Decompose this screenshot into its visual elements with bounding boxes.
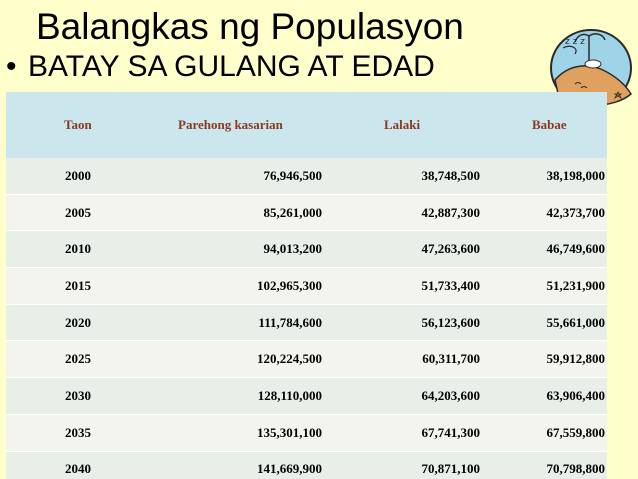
table-row: 2015 102,965,300 51,733,400 51,231,900: [6, 267, 607, 305]
cell-female: 46,749,600: [482, 230, 607, 269]
cell-year: 2020: [6, 304, 160, 342]
cell-male: 51,733,400: [324, 267, 482, 305]
cell-year: 2000: [6, 158, 160, 195]
bullet-symbol: •: [6, 50, 17, 83]
cell-female: 42,373,700: [482, 194, 607, 232]
cell-male: 56,123,600: [324, 304, 482, 342]
cell-total: 102,965,300: [160, 267, 324, 305]
cell-total: 85,261,000: [160, 194, 324, 232]
cell-total: 135,301,100: [160, 414, 324, 452]
header-lalaki: Lalaki: [324, 92, 482, 158]
cell-male: 64,203,600: [324, 377, 482, 415]
table-row: 2020 111,784,600 56,123,600 55,661,000: [6, 304, 607, 342]
header-taon: Taon: [6, 92, 160, 158]
cell-female: 55,661,000: [482, 304, 607, 342]
cell-year: 2025: [6, 340, 160, 379]
cell-male: 70,871,100: [324, 451, 482, 479]
cell-year: 2005: [6, 194, 160, 232]
cell-female: 38,198,000: [482, 158, 607, 195]
cell-total: 111,784,600: [160, 304, 324, 342]
cell-year: 2010: [6, 230, 160, 269]
cell-total: 76,946,500: [160, 158, 324, 195]
cell-total: 141,669,900: [160, 451, 324, 479]
cell-male: 47,263,600: [324, 230, 482, 269]
table-row: 2005 85,261,000 42,887,300 42,373,700: [6, 194, 607, 232]
cell-male: 38,748,500: [324, 158, 482, 195]
bullet-text: BATAY SA GULANG AT EDAD: [28, 50, 435, 83]
cell-total: 120,224,500: [160, 340, 324, 379]
header-babae: Babae: [482, 92, 607, 158]
cell-female: 70,798,800: [482, 451, 607, 479]
table-row: 2000 76,946,500 38,748,500 38,198,000: [6, 158, 607, 195]
cell-male: 60,311,700: [324, 340, 482, 379]
table-row: 2030 128,110,000 64,203,600 63,906,400: [6, 377, 607, 415]
cell-total: 128,110,000: [160, 377, 324, 415]
population-table: Taon Parehong kasarian Lalaki Babae 2000…: [6, 92, 607, 479]
cell-year: 2035: [6, 414, 160, 452]
table-header-row: Taon Parehong kasarian Lalaki Babae: [6, 92, 607, 158]
cell-female: 59,912,800: [482, 340, 607, 379]
cell-year: 2015: [6, 267, 160, 305]
cell-total: 94,013,200: [160, 230, 324, 269]
cell-male: 42,887,300: [324, 194, 482, 232]
cell-female: 51,231,900: [482, 267, 607, 305]
cell-male: 67,741,300: [324, 414, 482, 452]
table-row: 2040 141,669,900 70,871,100 70,798,800: [6, 451, 607, 479]
table-row: 2025 120,224,500 60,311,700 59,912,800: [6, 340, 607, 379]
header-parehong-kasarian: Parehong kasarian: [160, 92, 324, 158]
slide-title: Balangkas ng Populasyon: [36, 6, 464, 47]
cell-year: 2040: [6, 451, 160, 479]
cell-year: 2030: [6, 377, 160, 415]
table-row: 2010 94,013,200 47,263,600 46,749,600: [6, 230, 607, 269]
table-row: 2035 135,301,100 67,741,300 67,559,800: [6, 414, 607, 452]
bullet-item: • BATAY SA GULANG AT EDAD: [6, 52, 435, 82]
cell-female: 63,906,400: [482, 377, 607, 415]
cell-female: 67,559,800: [482, 414, 607, 452]
